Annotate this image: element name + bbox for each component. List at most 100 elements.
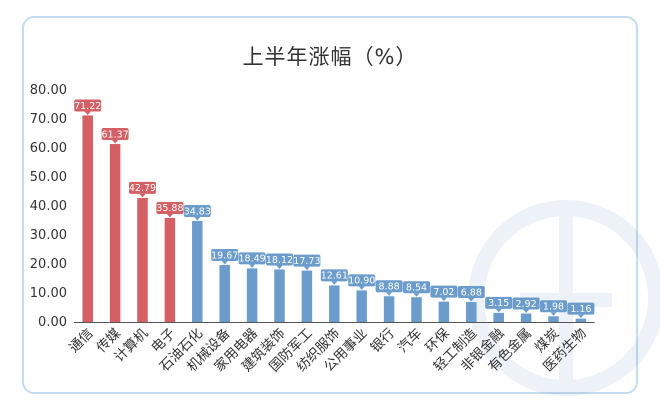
data-label-pointer — [221, 260, 228, 265]
bar — [438, 301, 450, 322]
data-label-pointer — [303, 266, 310, 271]
data-label-pointer — [440, 297, 447, 302]
bar — [411, 297, 422, 322]
y-tick-label: 20.00 — [30, 257, 67, 272]
data-label-text: 6.88 — [461, 287, 482, 298]
data-label-text: 8.88 — [379, 282, 400, 293]
y-tick-label: 70.00 — [30, 112, 67, 127]
data-label-text: 7.02 — [433, 287, 454, 298]
data-label: 17.73 — [293, 254, 321, 271]
data-label-pointer — [495, 308, 502, 313]
data-label-pointer — [249, 264, 256, 268]
data-label-box — [293, 254, 321, 267]
bar — [548, 316, 559, 322]
data-label-pointer — [139, 193, 146, 198]
data-label-box — [512, 297, 540, 310]
y-tick-label: 80.00 — [30, 83, 67, 98]
data-label-pointer — [468, 298, 475, 302]
data-label: 2.92 — [512, 297, 540, 314]
bar — [356, 290, 367, 322]
data-label-pointer — [577, 314, 584, 319]
data-label-box — [540, 300, 567, 313]
bar — [274, 269, 285, 322]
data-label-box — [457, 286, 485, 299]
data-label-pointer — [331, 281, 338, 285]
bar — [137, 197, 148, 322]
y-tick-label: 30.00 — [30, 228, 67, 243]
y-tick-label: 40.00 — [30, 199, 67, 214]
data-label: 34.83 — [183, 204, 211, 221]
data-label-text: 8.54 — [406, 283, 427, 294]
data-label-text: 1.98 — [543, 302, 564, 313]
chart-title: 上半年涨幅（%） — [243, 45, 418, 69]
data-label-text: 12.61 — [321, 271, 348, 282]
bar — [192, 220, 203, 322]
data-label: 12.61 — [321, 269, 348, 285]
bar — [329, 285, 340, 322]
data-label-text: 10.90 — [348, 276, 375, 287]
y-tick-label: 10.00 — [30, 286, 67, 301]
data-label-text: 18.49 — [238, 254, 265, 265]
bar — [219, 264, 230, 322]
data-label-text: 19.67 — [211, 250, 238, 261]
data-label-box — [129, 181, 156, 194]
bar — [575, 318, 587, 322]
data-label-pointer — [386, 292, 393, 296]
bar — [383, 296, 395, 322]
data-label-box — [74, 99, 102, 112]
data-label-text: 61.37 — [101, 129, 128, 140]
data-label-text: 2.92 — [516, 299, 537, 310]
chart-frame — [22, 16, 638, 394]
x-tick-label: 银行 — [368, 326, 398, 356]
data-label: 19.67 — [211, 248, 239, 265]
data-label-pointer — [413, 293, 420, 297]
data-label-text: 17.73 — [293, 256, 320, 267]
data-label-pointer — [276, 265, 283, 269]
data-label: 1.16 — [567, 302, 595, 319]
data-label: 3.15 — [485, 296, 513, 313]
bar — [109, 144, 121, 322]
data-label-pointer — [523, 309, 530, 314]
data-label-box — [567, 302, 595, 315]
data-label: 1.98 — [540, 300, 567, 316]
data-label-box — [375, 280, 403, 293]
data-label: 8.88 — [375, 280, 403, 296]
data-label: 18.49 — [238, 252, 266, 268]
y-tick-label: 0.00 — [38, 315, 67, 330]
data-label-text: 18.12 — [266, 255, 293, 266]
bar — [246, 268, 258, 322]
data-label-pointer — [84, 111, 91, 115]
data-label-box — [320, 269, 348, 282]
data-label: 6.88 — [457, 286, 485, 302]
data-label-pointer — [194, 216, 201, 221]
bar — [520, 313, 532, 322]
data-label-box — [101, 128, 129, 141]
bars — [82, 115, 587, 322]
bar — [82, 115, 93, 322]
data-label-pointer — [358, 286, 365, 290]
y-tick-label: 50.00 — [30, 170, 67, 185]
data-label-text: 3.15 — [488, 298, 509, 309]
data-label: 18.12 — [266, 253, 293, 269]
x-tick-label: 通信 — [66, 326, 96, 356]
y-tick-label: 60.00 — [30, 141, 67, 156]
data-label-pointer — [112, 140, 119, 144]
data-label-box — [238, 252, 266, 265]
data-label-text: 1.16 — [570, 304, 591, 315]
data-label-box — [403, 281, 430, 294]
data-label-box — [211, 248, 239, 261]
data-label-text: 71.22 — [74, 101, 101, 112]
x-tick-label: 汽车 — [394, 325, 425, 356]
data-label-box — [348, 274, 376, 287]
data-label-text: 35.88 — [156, 203, 183, 214]
data-label-pointer — [550, 312, 557, 316]
data-label: 42.79 — [129, 181, 156, 198]
bar — [164, 217, 176, 322]
data-label: 10.90 — [348, 274, 375, 290]
data-label-box — [183, 204, 211, 217]
data-label-text: 42.79 — [129, 183, 156, 194]
data-label-pointer — [166, 213, 173, 218]
data-label-box — [430, 285, 458, 298]
